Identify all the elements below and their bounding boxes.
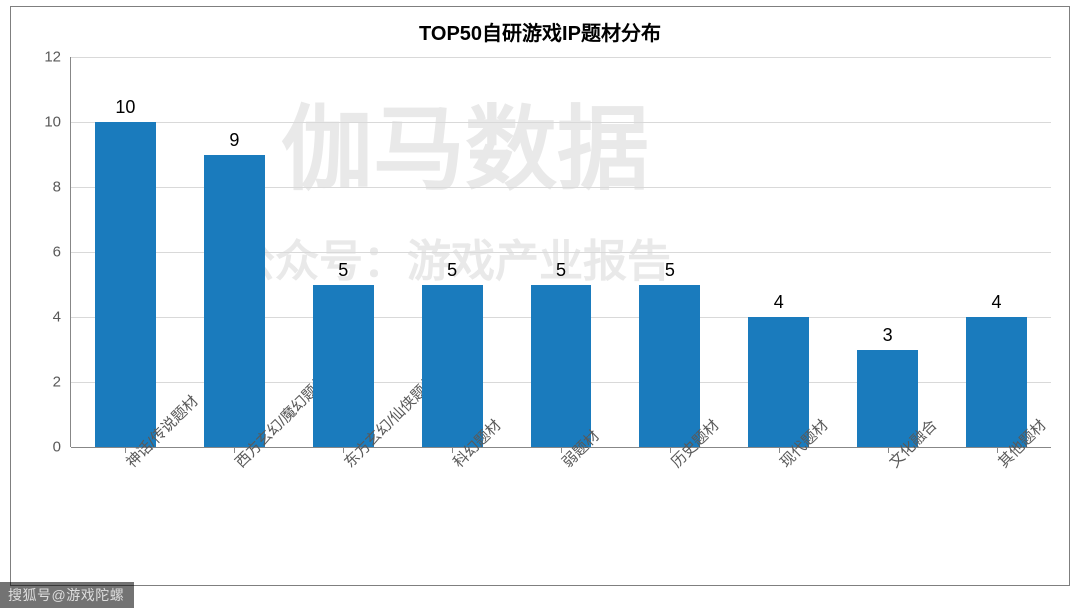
bar: 5 [531,285,592,448]
bar: 4 [966,317,1027,447]
watermark-line-1: 伽马数据 [281,75,649,208]
gridline [71,122,1051,123]
bar: 5 [313,285,374,448]
source-badge: 搜狐号@游戏陀螺 [0,582,134,608]
bar: 5 [422,285,483,448]
bar-value-label: 3 [857,325,918,350]
bar-value-label: 4 [966,292,1027,317]
plot-area: 伽马数据 公众号：游戏产业报告 02468101210神话/传说题材9西方玄幻/… [71,57,1051,447]
chart-container: TOP50自研游戏IP题材分布 伽马数据 公众号：游戏产业报告 02468101… [10,6,1070,586]
y-tick-label: 4 [53,309,71,326]
bar-value-label: 5 [422,260,483,285]
bar: 5 [639,285,700,448]
chart-title: TOP50自研游戏IP题材分布 [11,17,1069,46]
y-tick-label: 12 [44,49,71,66]
y-tick-label: 8 [53,179,71,196]
bar-value-label: 4 [748,292,809,317]
y-tick-label: 0 [53,439,71,456]
bar-value-label: 5 [639,260,700,285]
y-tick-label: 10 [44,114,71,131]
y-tick-label: 2 [53,374,71,391]
bar: 4 [748,317,809,447]
bar: 9 [204,155,265,448]
y-tick-label: 6 [53,244,71,261]
bar: 10 [95,122,156,447]
bar-value-label: 9 [204,130,265,155]
bar-value-label: 10 [95,97,156,122]
gridline [71,57,1051,58]
bar-value-label: 5 [531,260,592,285]
bar-value-label: 5 [313,260,374,285]
